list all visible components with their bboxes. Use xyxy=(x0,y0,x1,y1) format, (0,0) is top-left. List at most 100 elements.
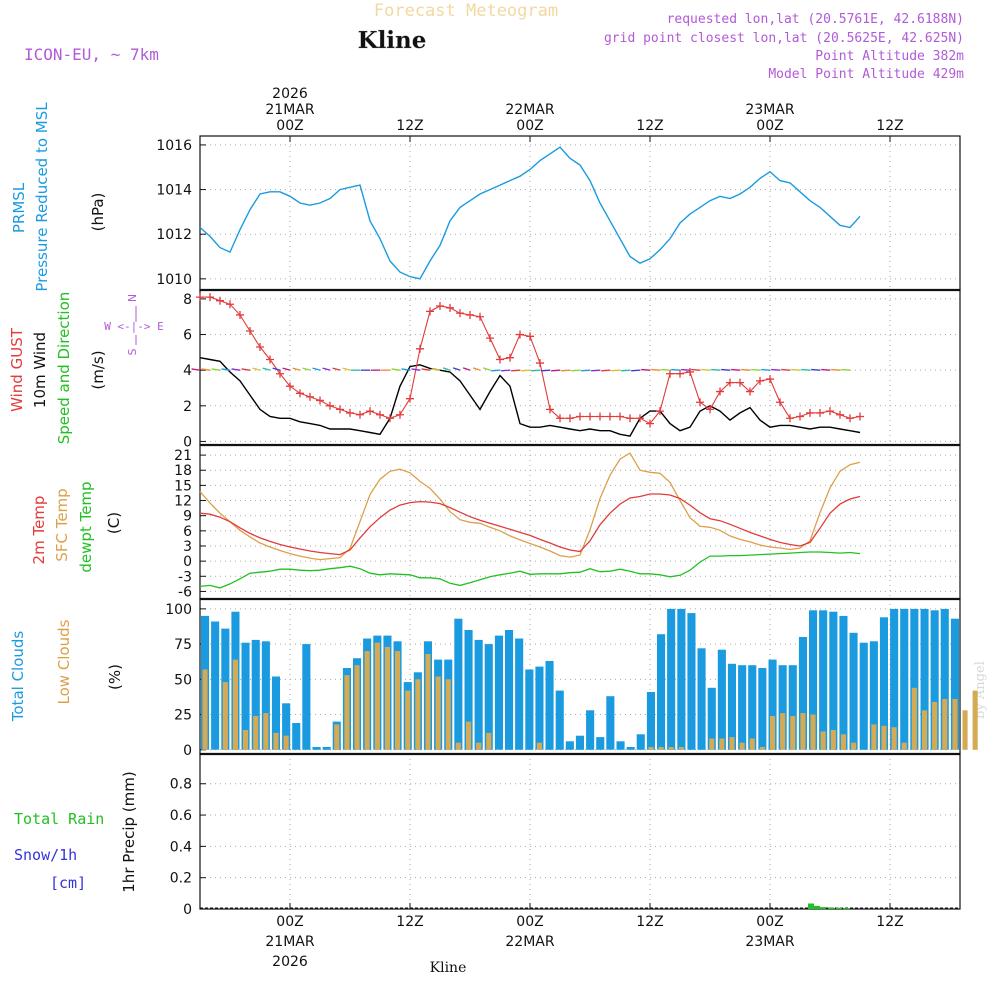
gridpoint-coords: grid point closest lon,lat (20.5625E, 42… xyxy=(604,31,964,46)
wind-arrow-5 xyxy=(241,368,251,371)
low-cloud-bar-63 xyxy=(840,734,846,750)
model-altitude: Model Point Altitude 429m xyxy=(768,67,964,82)
gust-marker-31 xyxy=(506,353,514,362)
low-cloud-bar-60 xyxy=(810,714,816,750)
ytick-label-temperature-0: -6 xyxy=(178,584,192,600)
gust-marker-52 xyxy=(716,387,724,396)
xtick-top-label-0-0: 2026 xyxy=(272,86,308,102)
total-cloud-bar-42 xyxy=(626,747,635,750)
total-cloud-bar-57 xyxy=(778,665,787,750)
gust-marker-13 xyxy=(326,401,334,410)
xtick-top-label-4-0: 23MAR xyxy=(745,102,794,118)
series-dewpt xyxy=(199,551,861,589)
precip-labels: Total Rain Snow/1h [cm] 1hr Precip (mm) xyxy=(14,771,138,892)
model-label: ICON-EU, ~ 7km xyxy=(24,45,159,64)
wind-arrow-27 xyxy=(462,367,471,371)
xtick-top-label-3-0: 12Z xyxy=(636,118,663,134)
low-cloud-bar-2 xyxy=(222,682,228,750)
total-cloud-bar-46 xyxy=(667,608,676,750)
wind-arrow-2 xyxy=(211,368,221,371)
total-cloud-bar-43 xyxy=(636,734,645,750)
rain-bar-5 xyxy=(844,908,850,910)
wind-arrow-58 xyxy=(771,368,781,371)
low-cloud-bar-64 xyxy=(851,742,857,750)
total-cloud-bar-55 xyxy=(758,668,767,750)
low-cloud-bar-56 xyxy=(770,716,776,750)
compass-south: S xyxy=(126,348,139,355)
low-cloud-bar-69 xyxy=(901,742,907,750)
rain-bar-4 xyxy=(836,907,842,909)
wind-arrow-61 xyxy=(801,368,811,371)
wind-arrow-4 xyxy=(231,368,241,371)
gust-marker-55 xyxy=(746,387,754,396)
xtick-bottom-label-3-0: 12Z xyxy=(636,914,663,930)
total-cloud-bar-1 xyxy=(211,621,220,750)
gust-marker-42 xyxy=(616,412,624,421)
xtick-bottom-label-0-0: 00Z xyxy=(276,914,303,930)
total-cloud-bar-5 xyxy=(251,639,260,750)
gust-marker-45 xyxy=(646,419,654,428)
total-cloud-bar-11 xyxy=(312,747,321,750)
total-cloud-bar-74 xyxy=(950,618,959,750)
wind-arrow-50 xyxy=(691,368,701,371)
low-cloud-bar-51 xyxy=(719,738,725,750)
cloud-label-low: Low Clouds xyxy=(55,619,73,704)
gust-marker-34 xyxy=(536,359,544,368)
total-cloud-bar-26 xyxy=(464,630,473,750)
wind-label-unit: (m/s) xyxy=(89,350,107,389)
low-cloud-bar-19 xyxy=(395,651,401,750)
gust-marker-5 xyxy=(246,326,254,335)
ytick-label-clouds-1: 25 xyxy=(174,708,192,724)
total-cloud-bar-35 xyxy=(555,690,564,750)
gust-marker-30 xyxy=(496,355,504,364)
total-cloud-bar-32 xyxy=(525,669,534,750)
gust-marker-6 xyxy=(256,343,264,352)
gust-marker-66 xyxy=(856,412,864,421)
total-cloud-bar-27 xyxy=(474,639,483,750)
wind-arrow-62 xyxy=(811,368,821,371)
total-cloud-bar-36 xyxy=(565,741,574,750)
xtick-top-label-0-1: 21MAR xyxy=(265,102,314,118)
total-cloud-bar-31 xyxy=(515,638,524,750)
total-cloud-bar-45 xyxy=(657,634,666,750)
low-cloud-bar-54 xyxy=(749,738,755,750)
total-cloud-bar-4 xyxy=(241,642,250,750)
ytick-label-wind-4: 8 xyxy=(183,292,192,308)
xtick-bottom-label-2-1: 22MAR xyxy=(505,934,554,950)
wind-arrow-63 xyxy=(821,368,831,371)
wind-arrow-65 xyxy=(841,368,851,371)
total-cloud-bar-58 xyxy=(788,665,797,750)
low-cloud-bar-3 xyxy=(232,659,238,750)
gust-marker-23 xyxy=(426,307,434,316)
gust-marker-54 xyxy=(736,378,744,387)
wind-arrow-39 xyxy=(581,369,591,372)
total-cloud-bar-63 xyxy=(839,615,848,750)
gust-marker-2 xyxy=(216,296,224,305)
gust-marker-56 xyxy=(756,376,764,385)
wind-arrow-25 xyxy=(442,367,451,371)
total-cloud-bar-25 xyxy=(454,618,463,750)
xtick-top-label-5-0: 12Z xyxy=(876,118,903,134)
cloud-labels: Total Clouds Low Clouds (%) xyxy=(9,619,124,722)
low-cloud-bar-45 xyxy=(658,747,664,750)
plot-layer: 101010121014101602468-6-3036912151821025… xyxy=(156,86,978,970)
gust-marker-21 xyxy=(406,394,414,403)
xtick-top-label-1-0: 12Z xyxy=(396,118,423,134)
ytick-label-temperature-4: 6 xyxy=(183,524,192,540)
cloud-label-total: Total Clouds xyxy=(9,631,27,723)
wind-arrow-41 xyxy=(601,369,611,372)
wind-arrow-44 xyxy=(631,369,641,372)
ytick-label-clouds-3: 75 xyxy=(174,637,192,653)
gust-marker-44 xyxy=(636,414,644,423)
precip-label-rain: Total Rain xyxy=(14,810,104,828)
wind-label-speed-dir: Speed and Direction xyxy=(55,292,73,445)
wind-arrow-32 xyxy=(511,369,521,372)
wind-arrow-55 xyxy=(741,368,751,371)
wind-arrow-15 xyxy=(342,367,351,371)
gust-marker-12 xyxy=(316,396,324,405)
ytick-label-temperature-5: 9 xyxy=(183,509,192,525)
gust-marker-63 xyxy=(826,407,834,416)
total-cloud-bar-56 xyxy=(768,659,777,750)
wind-arrow-8 xyxy=(272,367,281,371)
